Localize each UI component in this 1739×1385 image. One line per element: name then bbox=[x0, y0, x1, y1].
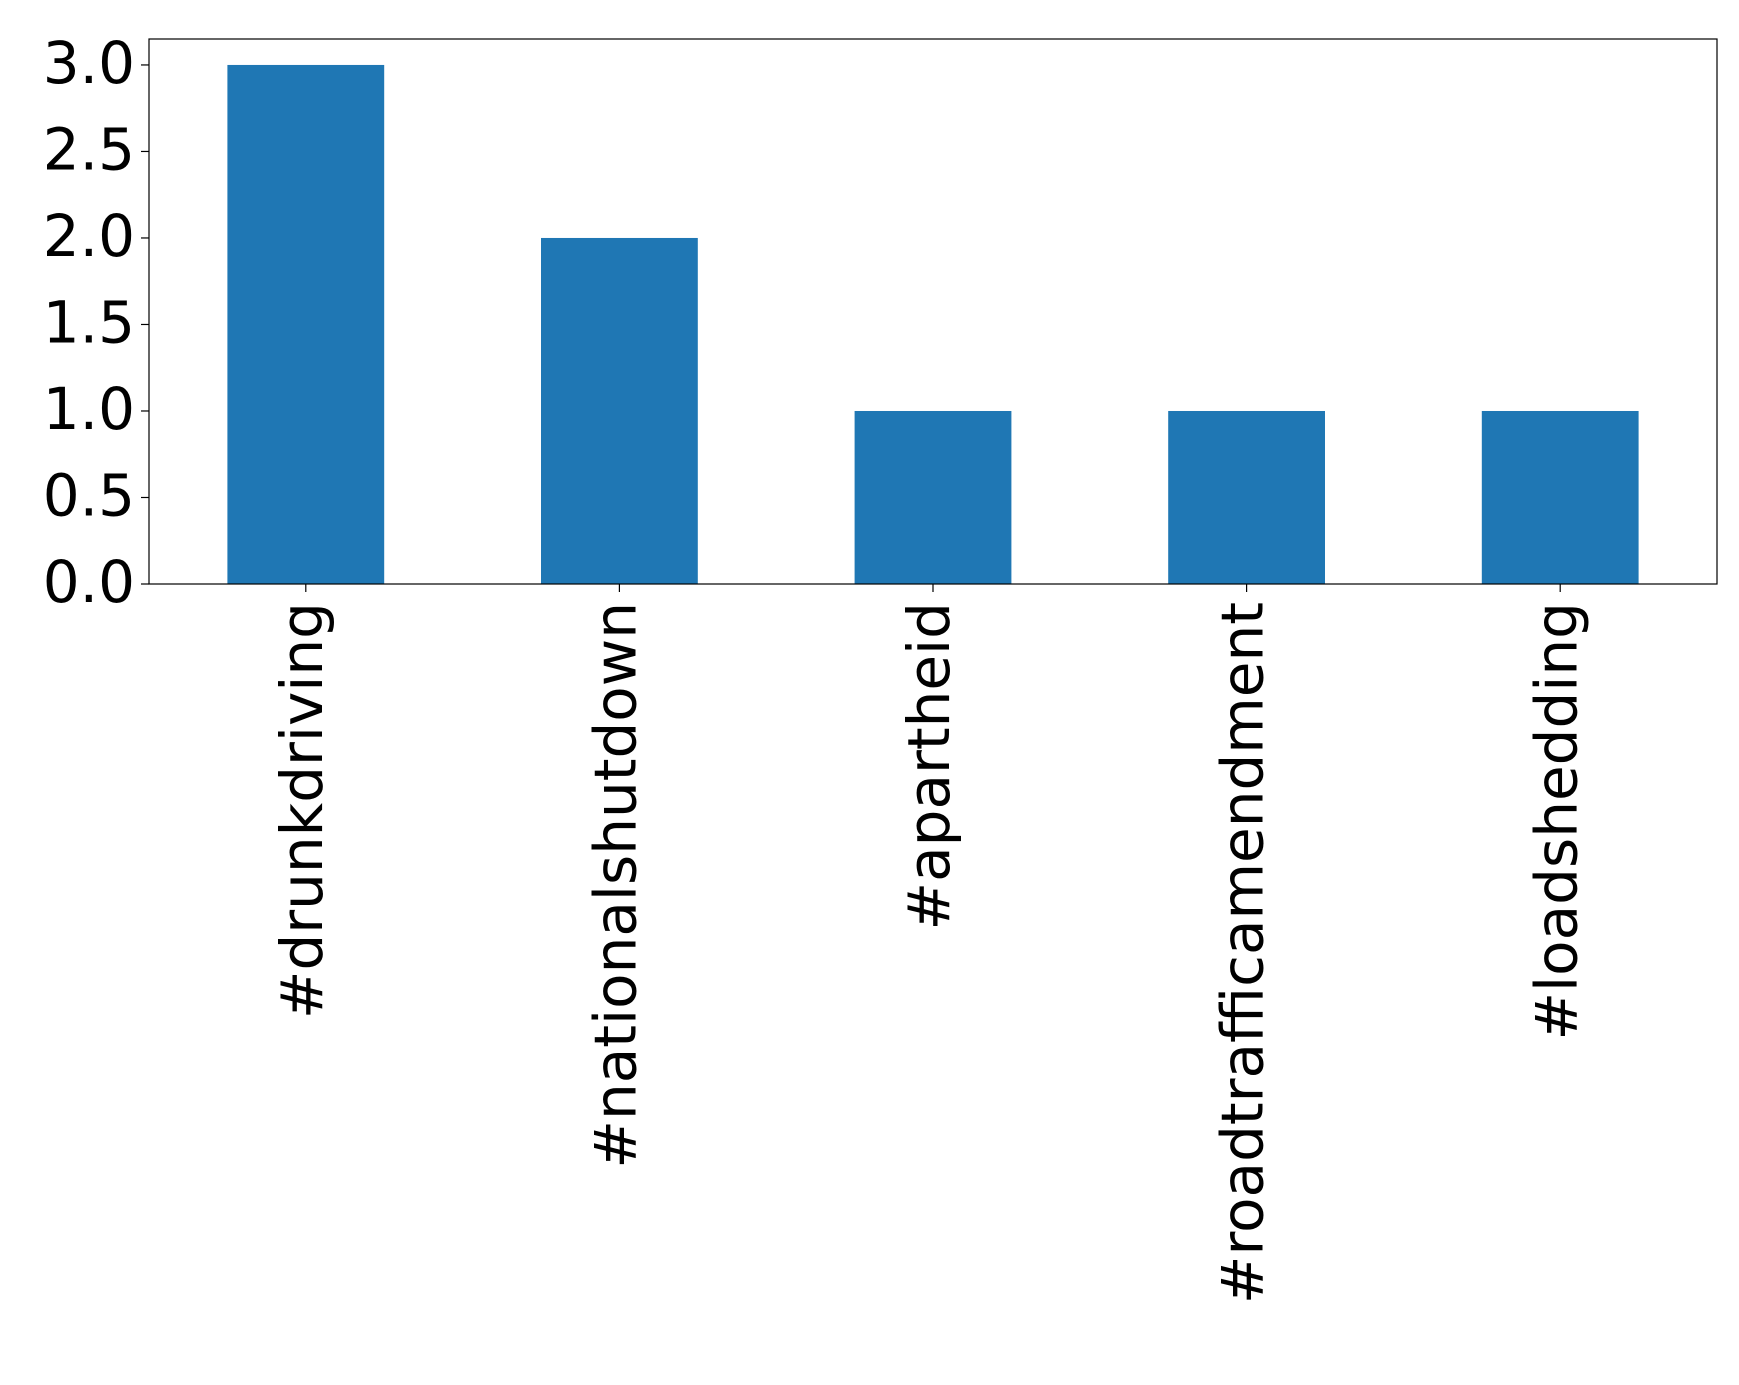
y-tick-label: 2.0 bbox=[43, 202, 135, 270]
x-tick-label: #loadshedding bbox=[1522, 602, 1590, 1041]
y-tick-label: 3.0 bbox=[43, 29, 135, 97]
x-tick-label: #roadtrafficamendment bbox=[1209, 602, 1277, 1304]
bar bbox=[854, 410, 1012, 584]
y-tick-label: 1.5 bbox=[43, 289, 135, 357]
y-tick-label: 1.0 bbox=[43, 375, 135, 443]
y-tick-label: 2.5 bbox=[43, 116, 135, 184]
y-tick-label: 0.5 bbox=[43, 462, 135, 530]
bar bbox=[1168, 410, 1325, 584]
bar bbox=[227, 64, 385, 584]
y-tick-label: 0.0 bbox=[43, 548, 135, 616]
x-tick-label: #nationalshutdown bbox=[582, 602, 650, 1169]
bar bbox=[1481, 410, 1639, 584]
bar bbox=[541, 237, 698, 584]
x-tick-label: #apartheid bbox=[895, 602, 963, 930]
x-tick-label: #drunkdriving bbox=[268, 602, 336, 1019]
